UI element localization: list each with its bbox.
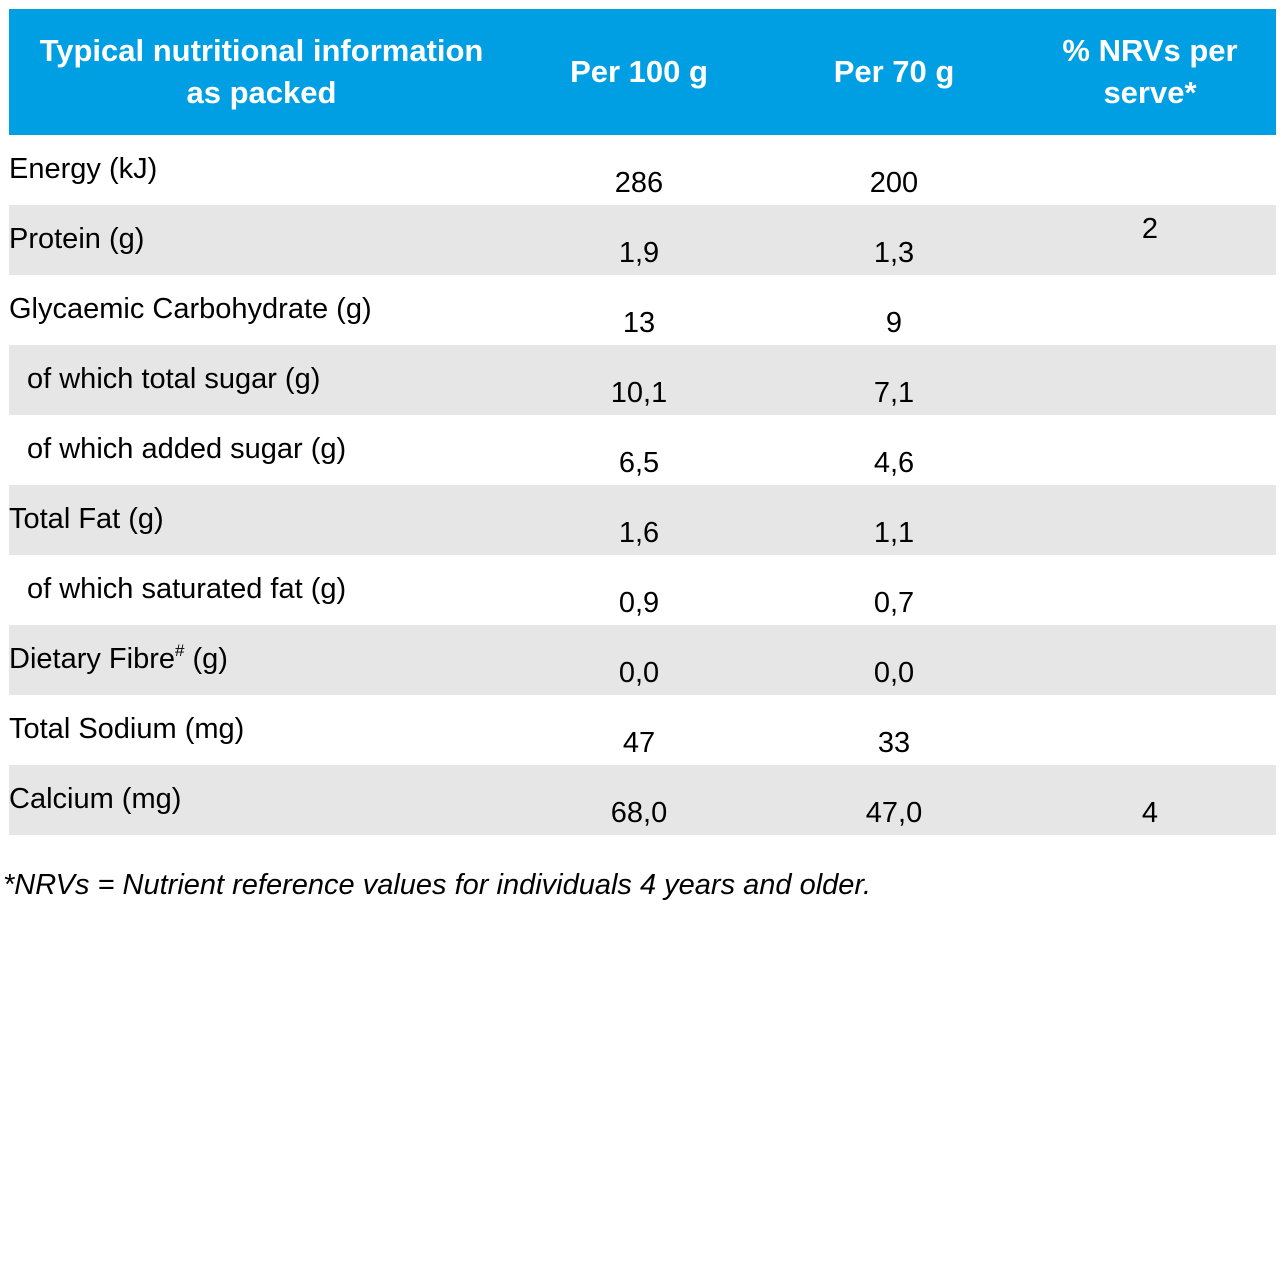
- row-label: of which added sugar (g): [27, 433, 347, 465]
- row-label: Calcium (mg): [9, 783, 182, 815]
- row-per-70g: 200: [869, 167, 919, 199]
- table-body: Energy (kJ) 286 200 Protein (g) 1,9 1,3 …: [9, 135, 1276, 846]
- row-label: Glycaemic Carbohydrate (g): [9, 293, 372, 325]
- row-per-100g: 47: [622, 727, 656, 759]
- table-row: Calcium (mg) 68,0 47,0 4: [9, 765, 1276, 835]
- table-row: Total Fat (g) 1,6 1,1: [9, 485, 1276, 555]
- table-row: Total Sodium (mg) 47 33: [9, 695, 1276, 765]
- row-label-main: Dietary Fibre: [9, 643, 175, 675]
- table-row: Protein (g) 1,9 1,3: [9, 205, 1276, 275]
- table-row: of which added sugar (g) 6,5 4,6: [9, 415, 1276, 485]
- row-label: of which total sugar (g): [27, 363, 321, 395]
- nrv-protein-value: 2: [1141, 213, 1159, 245]
- row-per-100g: 10,1: [610, 377, 668, 409]
- table-header: Typical nutritional information as packe…: [9, 9, 1276, 135]
- row-label: of which saturated fat (g): [27, 573, 347, 605]
- row-per-70g: 0,0: [873, 657, 915, 689]
- row-per-100g: 13: [622, 307, 656, 339]
- table-row: Glycaemic Carbohydrate (g) 13 9: [9, 275, 1276, 345]
- header-per-70g: Per 70 g: [833, 54, 955, 89]
- header-per-100g: Per 100 g: [570, 54, 708, 89]
- footnote: *NRVs = Nutrient reference values for in…: [3, 869, 872, 901]
- row-per-70g: 4,6: [873, 447, 915, 479]
- row-label: Total Sodium (mg): [9, 713, 245, 745]
- row-label: Dietary Fibre# (g): [9, 641, 228, 676]
- row-per-70g: 47,0: [865, 797, 923, 829]
- row-per-100g: 0,9: [618, 587, 660, 619]
- header-nutrient: Typical nutritional information as packe…: [39, 33, 484, 110]
- row-per-100g: 6,5: [618, 447, 660, 479]
- row-label: Protein (g): [9, 223, 145, 255]
- table-row: of which total sugar (g) 10,1 7,1: [9, 345, 1276, 415]
- row-label: Energy (kJ): [9, 153, 158, 185]
- row-label-unit: (g): [184, 643, 228, 675]
- row-per-70g: 33: [877, 727, 911, 759]
- row-per-70g: 7,1: [873, 377, 915, 409]
- row-label: Total Fat (g): [9, 503, 164, 535]
- row-per-100g: 68,0: [610, 797, 668, 829]
- row-per-70g: 0,7: [873, 587, 915, 619]
- row-per-100g: 286: [614, 167, 664, 199]
- row-per-70g: 9: [885, 307, 903, 339]
- row-per-100g: 1,9: [618, 237, 660, 269]
- row-per-70g: 1,3: [873, 237, 915, 269]
- row-per-100g: 1,6: [618, 517, 660, 549]
- row-per-100g: 0,0: [618, 657, 660, 689]
- table-row: of which saturated fat (g) 0,9 0,7: [9, 555, 1276, 625]
- row-per-70g: 1,1: [873, 517, 915, 549]
- footnote-marker: #: [175, 641, 185, 660]
- table-row: Dietary Fibre# (g) 0,0 0,0: [9, 625, 1276, 695]
- header-nrv: % NRVs per serve*: [1062, 33, 1238, 110]
- nutrition-table: Typical nutritional information as packe…: [9, 9, 1276, 846]
- table-row: Energy (kJ) 286 200: [9, 135, 1276, 205]
- row-nrv: 4: [1141, 797, 1159, 829]
